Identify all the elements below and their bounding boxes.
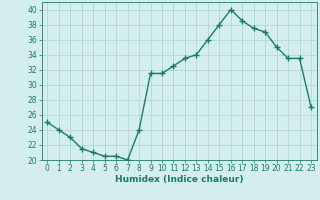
X-axis label: Humidex (Indice chaleur): Humidex (Indice chaleur) (115, 175, 244, 184)
